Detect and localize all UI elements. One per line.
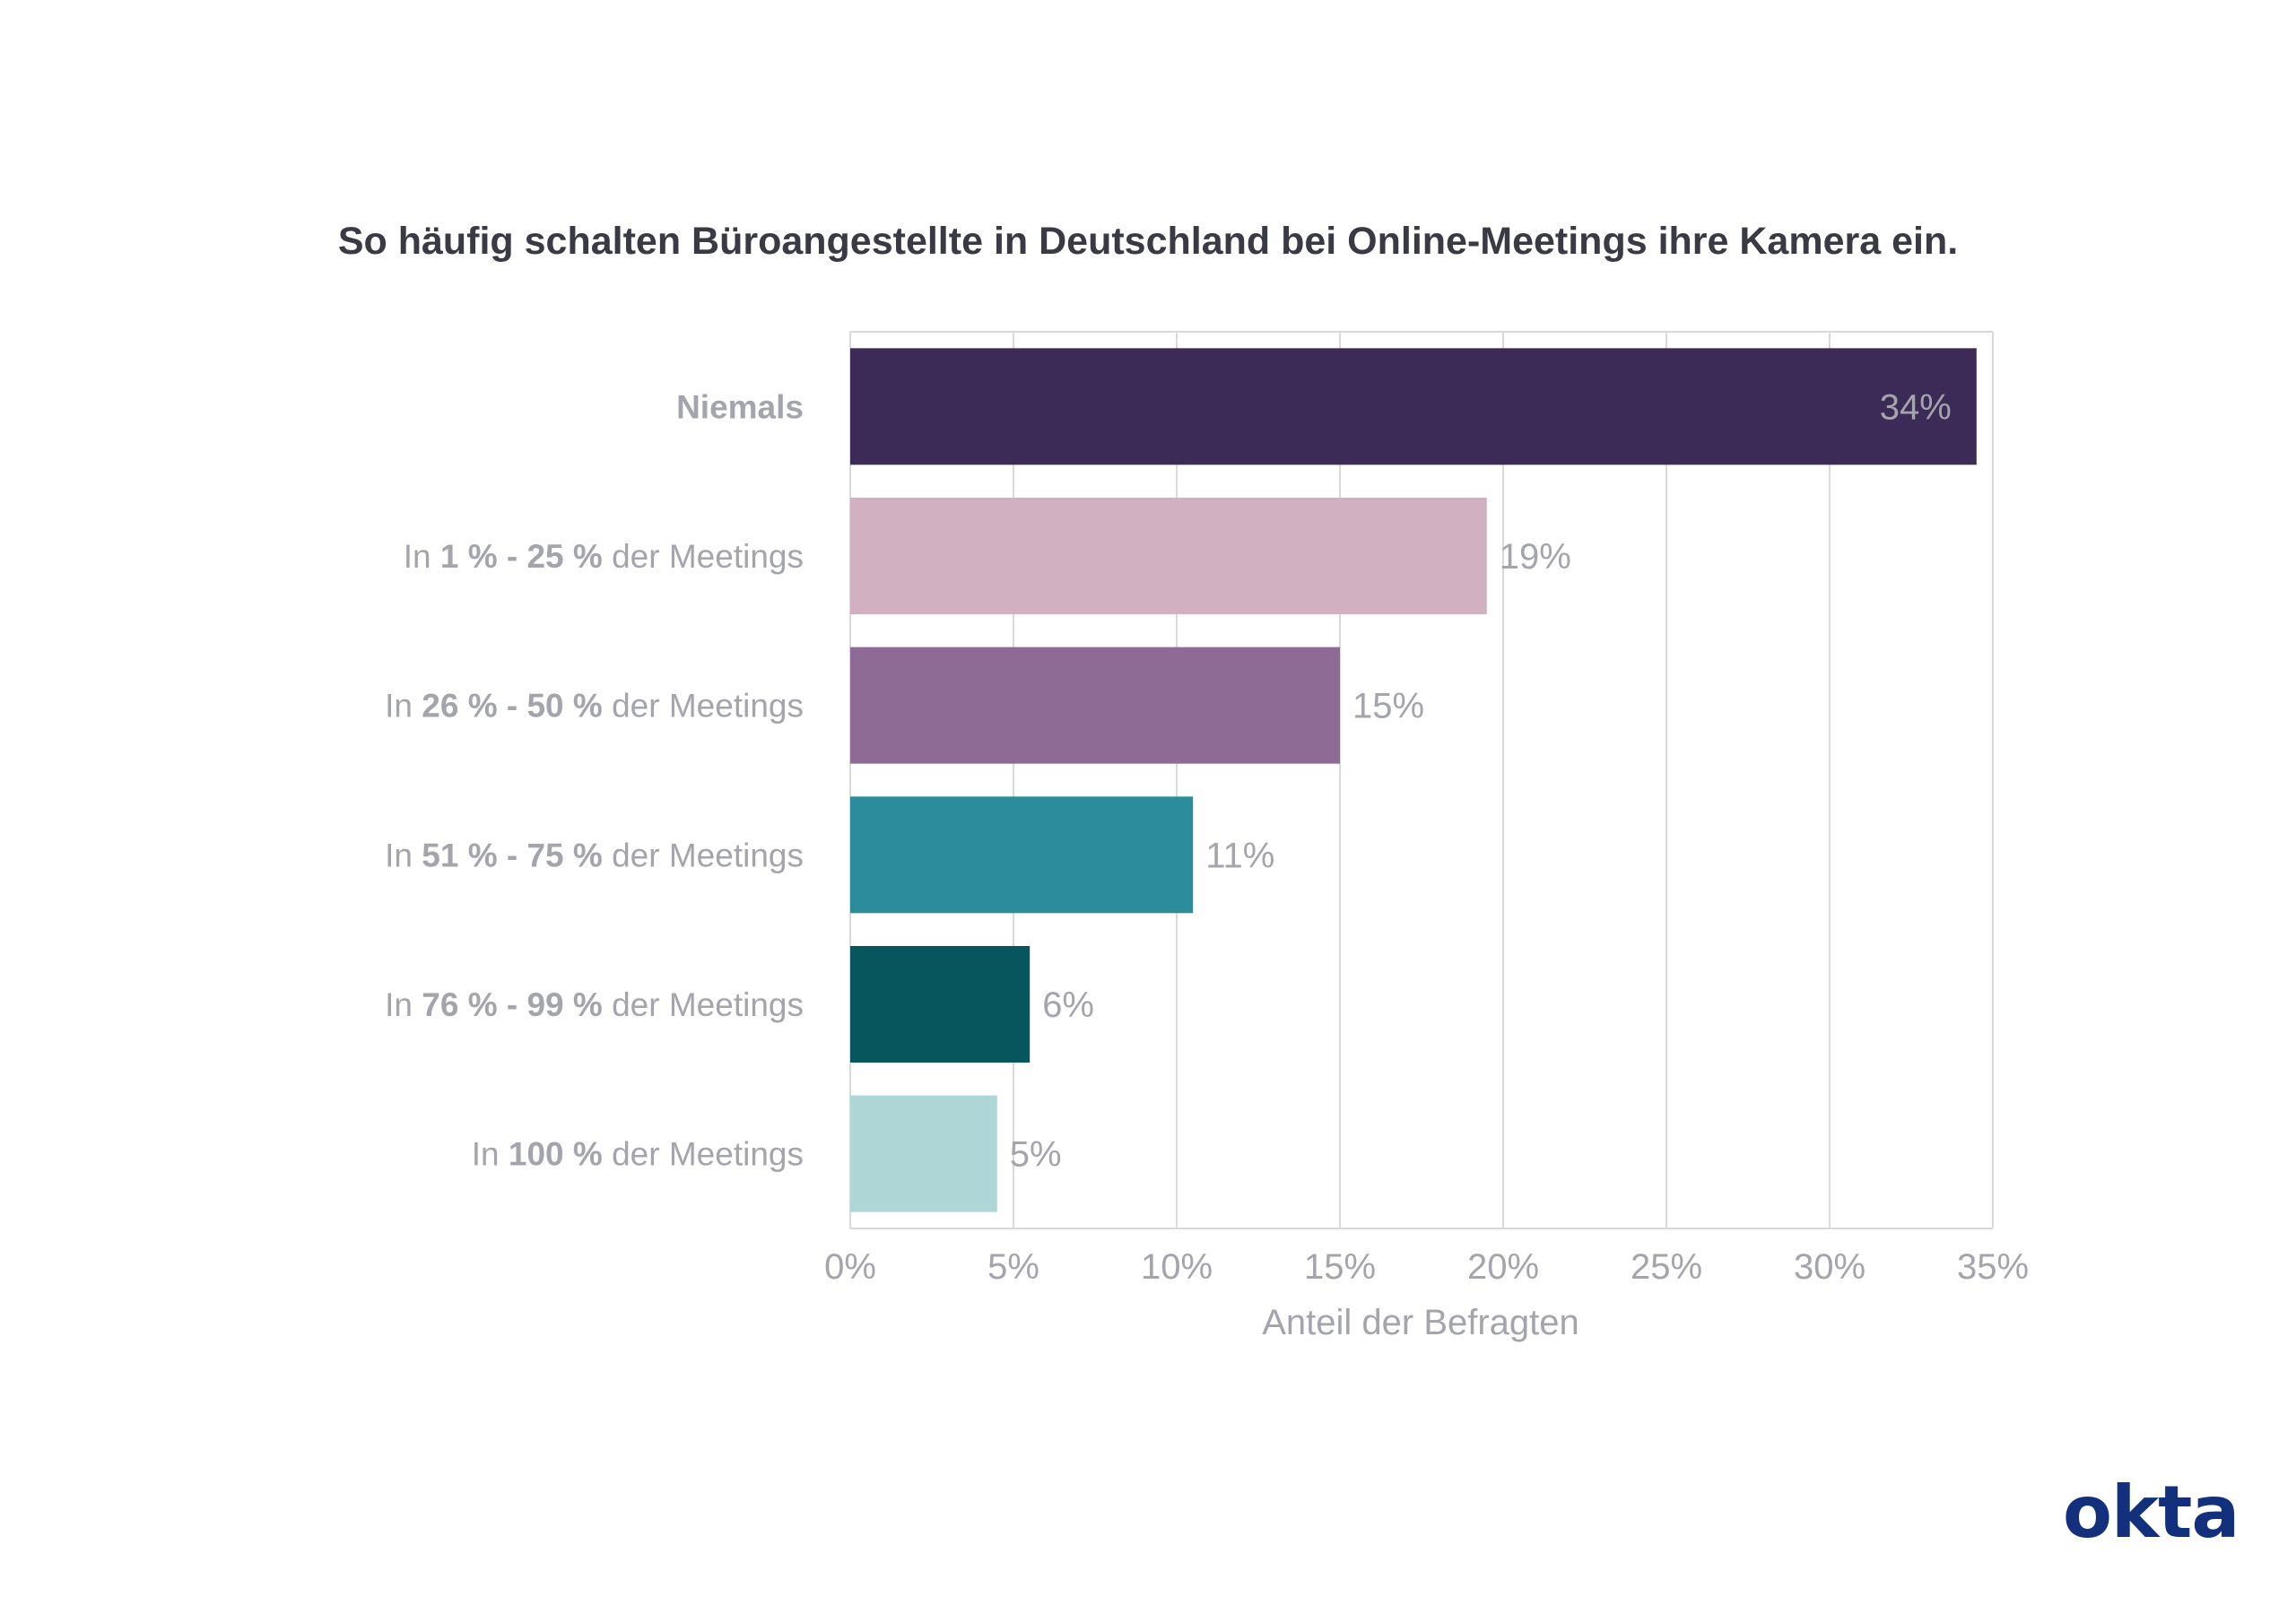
x-axis-title: Anteil der Befragten: [1262, 1303, 1579, 1342]
category-label: In 26 % - 50 % der Meetings: [385, 688, 804, 725]
x-tick-label: 5%: [987, 1247, 1039, 1287]
value-label: 19%: [1500, 537, 1571, 577]
bar: [850, 946, 1031, 1063]
value-label: 11%: [1205, 836, 1274, 875]
value-label: 34%: [1880, 387, 1952, 427]
value-label: 6%: [1042, 985, 1094, 1025]
bar: [850, 1095, 997, 1212]
category-label: In 51 % - 75 % der Meetings: [385, 837, 804, 873]
bar: [850, 647, 1340, 764]
bar: [850, 498, 1487, 614]
category-label: In 100 % der Meetings: [472, 1136, 804, 1173]
grid-layer: [849, 331, 1994, 1229]
value-label: 15%: [1352, 687, 1424, 726]
category-label: Niemals: [676, 388, 804, 425]
chart-title: So häufig schalten Büroangestellte in De…: [337, 220, 1959, 263]
x-tick-label: 10%: [1141, 1247, 1213, 1287]
value-label: 5%: [1010, 1135, 1062, 1175]
x-tick-label: 35%: [1957, 1247, 2029, 1287]
okta-logo: okta: [2063, 1471, 2239, 1554]
x-tick-label: 30%: [1794, 1247, 1866, 1287]
bars-layer: [850, 348, 1977, 1212]
x-tick-label: 25%: [1631, 1247, 1702, 1287]
x-tick-label: 0%: [824, 1247, 876, 1287]
ticks-layer: 0% 5% 10% 15% 20% 25% 30% 35%: [824, 1247, 2029, 1287]
category-label: In 1 % - 25 % der Meetings: [404, 538, 804, 575]
labels-layer: Niemals 34% In 1 % - 25 % der Meetings 19% I…: [385, 387, 1952, 1174]
bar: [850, 796, 1194, 914]
x-tick-label: 20%: [1467, 1247, 1539, 1287]
category-label: In 76 % - 99 % der Meetings: [385, 986, 804, 1023]
bar: [850, 348, 1977, 465]
x-tick-label: 15%: [1304, 1247, 1376, 1287]
